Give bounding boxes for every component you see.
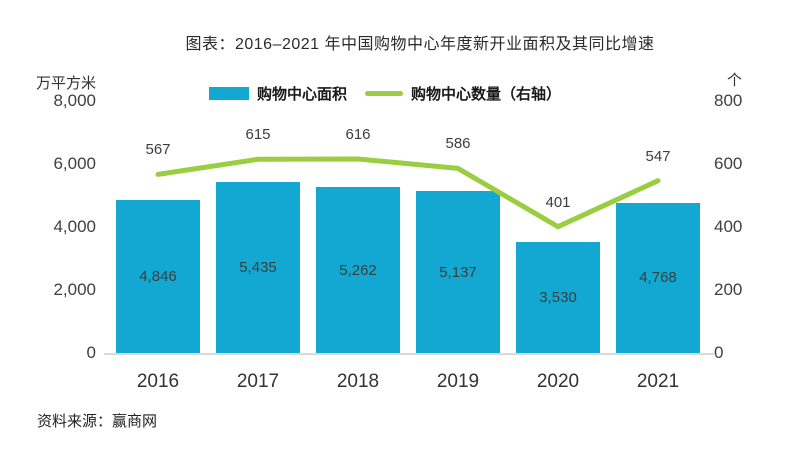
x-axis-label-2019: 2019 (436, 371, 480, 392)
right-axis-unit-label: 个 (727, 72, 743, 89)
right-axis-tick: 200 (714, 280, 743, 299)
left-axis-unit-label: 万平方米 (36, 75, 97, 92)
line-point-label: 547 (645, 147, 671, 165)
left-axis-tick: 8,000 (53, 91, 96, 110)
bar-legend-swatch (208, 86, 249, 100)
left-axis-tick: 2,000 (53, 280, 96, 299)
bar-value-label: 4,846 (139, 268, 177, 286)
x-axis-label-2016: 2016 (136, 371, 180, 392)
bar-2016: 4,846 (116, 200, 200, 353)
bar-2018: 5,262 (316, 187, 400, 353)
x-axis-label-2018: 2018 (336, 371, 380, 392)
bar-value-label: 4,768 (639, 269, 677, 287)
trend-line-chart (155, 156, 661, 230)
right-axis-tick: 800 (714, 91, 743, 110)
left-axis-tick: 4,000 (53, 217, 96, 236)
legend-label: 购物中心面积 (256, 85, 347, 103)
line-point-label: 616 (345, 125, 371, 143)
right-axis-tick: 400 (714, 217, 743, 236)
source-note: 资料来源：赢商网 (37, 413, 158, 430)
line-point-label: 615 (245, 126, 271, 144)
legend-item: 购物中心数量（右轴） (365, 83, 561, 104)
bar-value-label: 5,137 (439, 263, 477, 281)
x-axis-label-2021: 2021 (636, 371, 680, 392)
left-axis-tick: 0 (86, 343, 96, 362)
bar-value-label: 3,530 (539, 288, 577, 306)
chart-title: 图表：2016–2021 年中国购物中心年度新开业面积及其同比增速 (185, 36, 655, 53)
line-legend-swatch (365, 90, 403, 96)
left-axis-tick: 6,000 (53, 154, 96, 173)
legend-label: 购物中心数量（右轴） (411, 85, 562, 103)
bar-value-label: 5,435 (239, 258, 277, 276)
line-point-label: 401 (545, 193, 571, 211)
x-axis-line (104, 353, 714, 355)
legend-item: 购物中心面积 (208, 83, 347, 104)
bar-2020: 3,530 (516, 241, 600, 353)
bar-2021: 4,768 (616, 202, 700, 353)
trend-line (155, 156, 661, 230)
x-axis-label-2020: 2020 (536, 371, 580, 392)
bar-value-label: 5,262 (339, 261, 377, 279)
bar-2019: 5,137 (416, 191, 500, 353)
line-point-label: 586 (445, 135, 471, 153)
bar-2017: 5,435 (216, 181, 300, 353)
right-axis-tick: 0 (714, 343, 724, 362)
line-point-label: 567 (145, 141, 171, 159)
right-axis-tick: 600 (714, 154, 743, 173)
x-axis-label-2017: 2017 (236, 371, 280, 392)
chart-legend: 购物中心面积 购物中心数量（右轴） (0, 83, 770, 104)
